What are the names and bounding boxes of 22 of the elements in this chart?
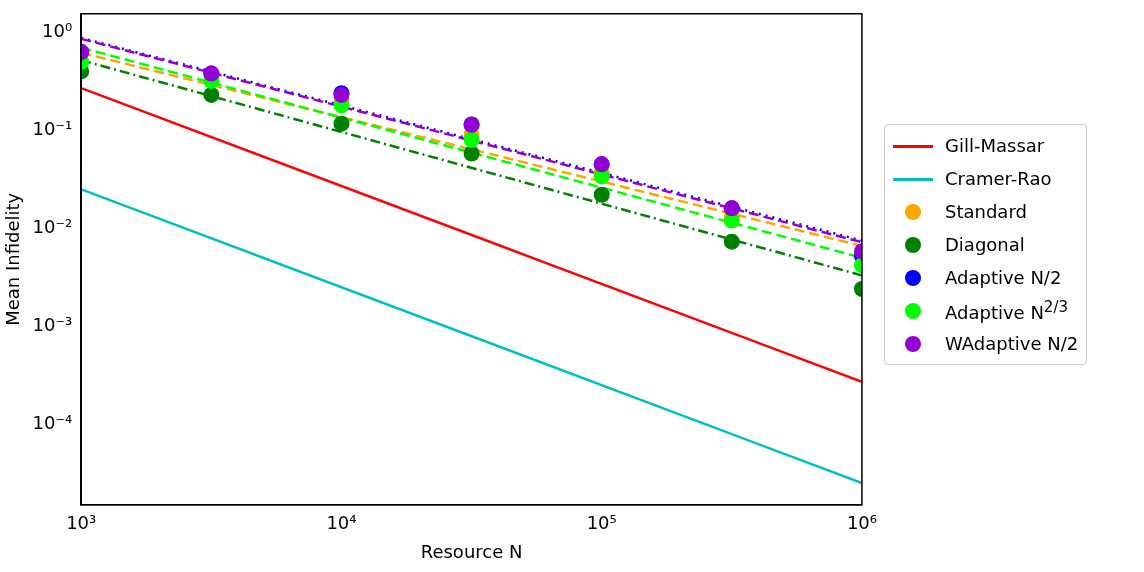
x-tick-label: 10³ xyxy=(66,512,97,534)
y-tick-label: 10⁻³ xyxy=(32,313,73,335)
legend-label: WAdaptive N/2 xyxy=(945,333,1079,354)
point xyxy=(593,186,610,203)
y-tick-label: 10⁻² xyxy=(32,215,73,237)
legend-label: Standard xyxy=(945,201,1027,222)
point xyxy=(463,131,480,148)
x-tick-label: 10⁵ xyxy=(586,512,617,534)
x-tick-label: 10⁶ xyxy=(846,512,877,534)
y-axis-title: Mean Infidelity xyxy=(2,192,24,326)
legend-label: Adaptive N$^{2/3}$ xyxy=(945,298,1068,323)
legend-label: Diagonal xyxy=(945,234,1025,255)
x-axis-title: Resource N xyxy=(420,540,523,562)
y-tick-label: 10⁰ xyxy=(42,20,73,42)
y-tick-label: 10⁻⁴ xyxy=(32,411,73,433)
point xyxy=(463,145,480,162)
legend-label: Cramer-Rao xyxy=(945,168,1052,189)
legend-label: Adaptive N/2 xyxy=(945,267,1062,288)
point xyxy=(333,115,350,132)
x-tick-label: 10⁴ xyxy=(326,512,357,534)
legend-label: Gill-Massar xyxy=(945,135,1045,156)
y-tick-label: 10⁻¹ xyxy=(32,118,73,140)
